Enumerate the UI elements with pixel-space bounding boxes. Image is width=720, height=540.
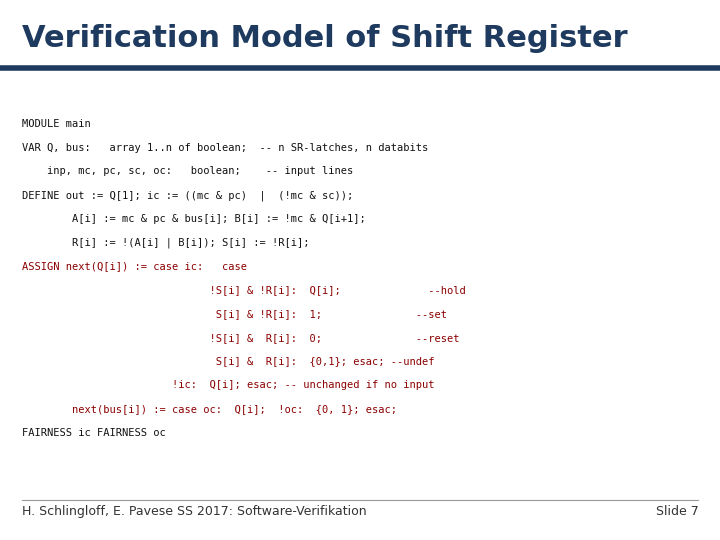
- Text: A[i] := mc & pc & bus[i]; B[i] := !mc & Q[i+1];: A[i] := mc & pc & bus[i]; B[i] := !mc & …: [22, 214, 365, 224]
- Text: H. Schlingloff, E. Pavese SS 2017: Software-Verifikation: H. Schlingloff, E. Pavese SS 2017: Softw…: [22, 505, 366, 518]
- Text: !S[i] &  R[i]:  0;               --reset: !S[i] & R[i]: 0; --reset: [22, 333, 459, 343]
- Text: FAIRNESS ic FAIRNESS oc: FAIRNESS ic FAIRNESS oc: [22, 428, 166, 438]
- Text: !S[i] & !R[i]:  Q[i];              --hold: !S[i] & !R[i]: Q[i]; --hold: [22, 285, 465, 295]
- Text: S[i] &  R[i]:  {0,1}; esac; --undef: S[i] & R[i]: {0,1}; esac; --undef: [22, 356, 434, 367]
- Text: S[i] & !R[i]:  1;               --set: S[i] & !R[i]: 1; --set: [22, 309, 446, 319]
- Text: DEFINE out := Q[1]; ic := ((mc & pc)  |  (!mc & sc));: DEFINE out := Q[1]; ic := ((mc & pc) | (…: [22, 190, 353, 200]
- Text: MODULE main: MODULE main: [22, 119, 90, 129]
- Text: next(bus[i]) := case oc:  Q[i];  !oc:  {0, 1}; esac;: next(bus[i]) := case oc: Q[i]; !oc: {0, …: [22, 404, 397, 414]
- Text: R[i] := !(A[i] | B[i]); S[i] := !R[i];: R[i] := !(A[i] | B[i]); S[i] := !R[i];: [22, 238, 309, 248]
- Text: VAR Q, bus:   array 1..n of boolean;  -- n SR-latches, n databits: VAR Q, bus: array 1..n of boolean; -- n …: [22, 143, 428, 153]
- Text: ASSIGN next(Q[i]) := case ic:   case: ASSIGN next(Q[i]) := case ic: case: [22, 261, 246, 272]
- Text: !ic:  Q[i]; esac; -- unchanged if no input: !ic: Q[i]; esac; -- unchanged if no inpu…: [22, 380, 434, 390]
- Text: inp, mc, pc, sc, oc:   boolean;    -- input lines: inp, mc, pc, sc, oc: boolean; -- input l…: [22, 166, 353, 177]
- Text: Slide 7: Slide 7: [656, 505, 698, 518]
- Text: Verification Model of Shift Register: Verification Model of Shift Register: [22, 24, 627, 53]
